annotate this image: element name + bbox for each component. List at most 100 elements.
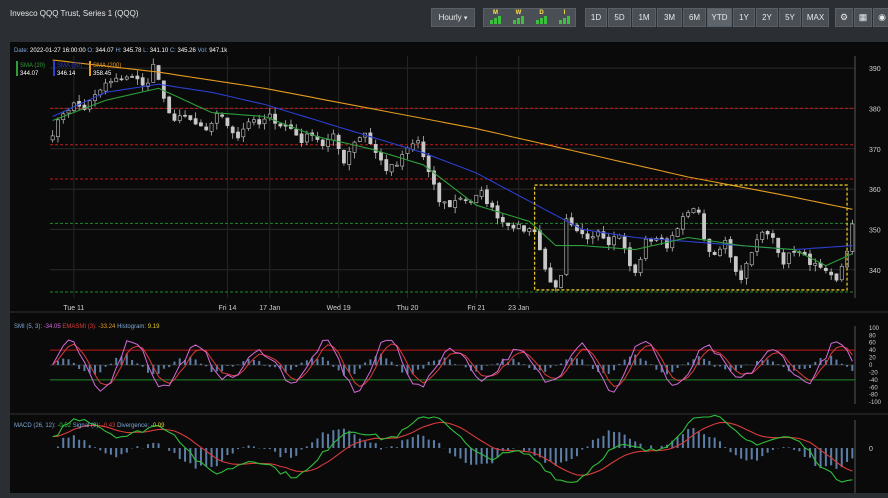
price-y-tick-label: 350 [869, 227, 881, 234]
sma50-line [52, 83, 853, 251]
range-6m-button[interactable]: 6M [683, 8, 706, 27]
candle-body [564, 218, 569, 275]
candle-body [135, 75, 140, 80]
candle-body [511, 224, 516, 229]
candle-body [379, 152, 383, 161]
macd-y-tick-label: 0 [869, 446, 873, 453]
chart-area[interactable]: 340 350 360 370 380 390 Tue 11 Fri 14 17 Jan Wed … [10, 42, 888, 493]
candle-body [792, 251, 796, 253]
candle-body [707, 238, 712, 252]
candle-body [251, 119, 256, 123]
range-1m-button[interactable]: 1M [632, 8, 656, 27]
range-max-button[interactable]: MAX [802, 8, 829, 27]
candle-body [352, 141, 357, 153]
range-label: 5Y [785, 13, 795, 22]
candle-body [50, 135, 55, 141]
candle-body [553, 280, 558, 288]
stock-chart-svg[interactable]: 340 350 360 370 380 390 Tue 11 Fri 14 17 Jan Wed … [10, 42, 888, 493]
smi-y-tick-label: 0 [869, 363, 873, 369]
candle-body [130, 76, 134, 78]
range-2y-button[interactable]: 2Y [756, 8, 778, 27]
price-x-tick-label: Tue 11 [63, 305, 84, 312]
legend-swatch [16, 61, 18, 76]
candle-body [823, 267, 828, 271]
price-y-tick-label: 390 [869, 66, 881, 73]
candle-body [733, 256, 738, 272]
candle-body [209, 123, 214, 132]
price-y-tick-label: 340 [869, 268, 881, 275]
calculator-icon: ▦ [858, 12, 868, 22]
candle-body [347, 151, 352, 165]
candle-body [543, 248, 548, 270]
candle-body [696, 209, 701, 213]
interval-label: Hourly [438, 13, 462, 22]
candle-body [368, 132, 373, 145]
legend-name: SMA (20) [20, 63, 45, 69]
candle-body [643, 238, 648, 259]
interval-dropdown[interactable]: Hourly ▾ [431, 8, 475, 27]
candle-body [702, 213, 706, 240]
range-ytd-button[interactable]: YTD [707, 8, 732, 27]
candle-body [400, 154, 405, 167]
candle-body [193, 118, 198, 125]
settings-button[interactable]: ⚙ [835, 8, 853, 27]
smi-y-tick-label: 40 [869, 348, 876, 354]
calculator-button[interactable]: ▦ [854, 8, 872, 27]
candle-body [606, 236, 611, 246]
candle-body [278, 123, 283, 127]
candle-body [124, 76, 129, 80]
candle-body [516, 223, 521, 229]
candle-body [744, 263, 749, 279]
monthly-bar-chart-icon[interactable]: M [487, 10, 504, 25]
range-5y-button[interactable]: 5Y [779, 8, 801, 27]
range-3m-button[interactable]: 3M [657, 8, 682, 27]
candle-body [850, 223, 855, 252]
candle-body [728, 239, 733, 258]
candle-body [304, 133, 309, 143]
price-x-tick-label: Fri 21 [467, 305, 485, 312]
candle-body [437, 182, 442, 203]
weekly-bar-chart-icon[interactable]: W [510, 10, 527, 25]
price-x-tick-label: 17 Jan [259, 305, 280, 312]
candle-body [585, 233, 590, 240]
candle-body [299, 133, 304, 143]
range-5d-button[interactable]: 5D [608, 8, 631, 27]
candle-body [675, 228, 680, 237]
candle-body [622, 236, 627, 249]
candle-body [485, 189, 489, 205]
range-1d-button[interactable]: 1D [585, 8, 607, 27]
daily-bar-chart-icon[interactable]: D [533, 10, 550, 25]
candle-body [114, 77, 119, 83]
candle-body [432, 170, 436, 185]
intraday-bar-chart-icon[interactable]: I [556, 10, 573, 25]
candle-body [442, 201, 447, 204]
candle-body [262, 118, 267, 125]
range-label: 1Y [739, 13, 749, 22]
range-label: 1D [590, 13, 602, 22]
candle-body [389, 163, 394, 173]
range-label: YTD [711, 13, 728, 22]
candle-body [109, 81, 113, 84]
candle-body [220, 114, 225, 117]
emasmi-line [52, 343, 853, 388]
candle-body [246, 121, 251, 129]
period-letter: I [563, 10, 566, 16]
candle-body [765, 230, 770, 235]
legend-name: SMA (50) [57, 63, 82, 69]
camera-button[interactable]: ◉ [873, 8, 888, 27]
candle-body [590, 236, 595, 239]
legend-name: SMA (200) [93, 63, 121, 69]
smi-y-tick-label: 100 [869, 326, 880, 332]
candle-body [781, 252, 786, 265]
candle-body [808, 253, 812, 265]
candle-body [569, 217, 574, 226]
range-1y-button[interactable]: 1Y [733, 8, 755, 27]
period-bar-group [483, 8, 576, 27]
candle-body [357, 137, 362, 142]
range-label: 3M [663, 13, 676, 22]
candle-body [638, 259, 643, 274]
smi-y-tick-label: 80 [869, 333, 876, 339]
candle-body [771, 233, 775, 238]
candle-body [241, 128, 246, 138]
smi-y-tick-label: -80 [869, 393, 878, 399]
